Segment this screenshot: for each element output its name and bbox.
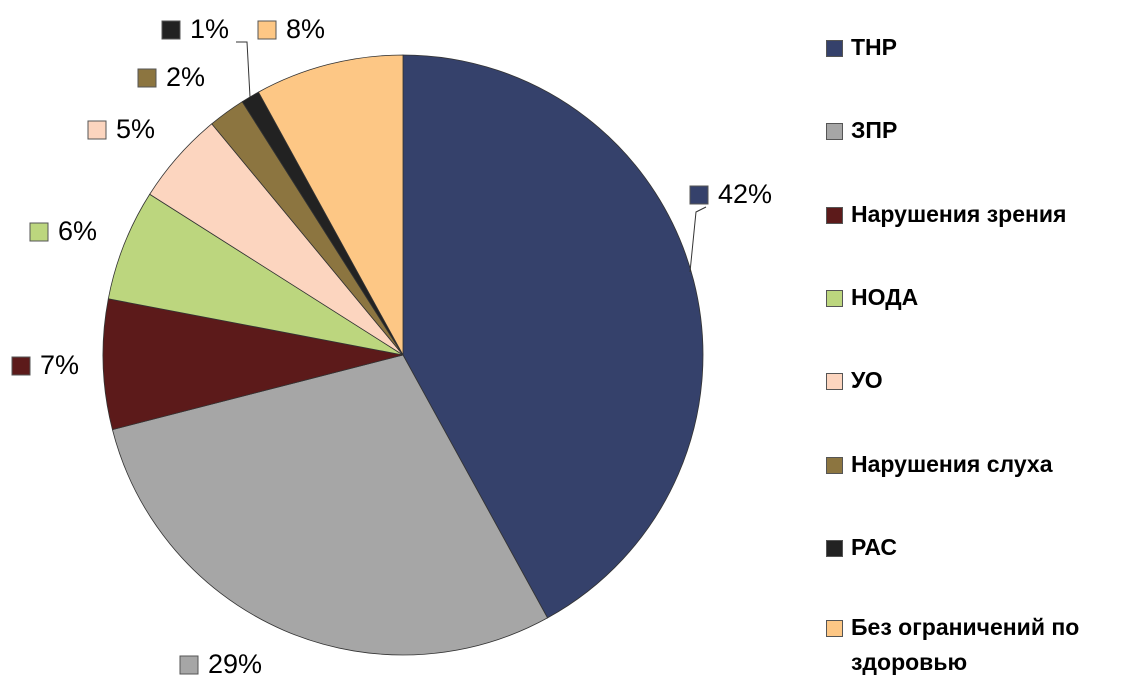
label-swatch (29, 222, 49, 242)
value-label: 2% (166, 62, 205, 92)
legend-label: Нарушения зрения (851, 201, 1067, 227)
legend-label: Без ограничений по здоровью (851, 614, 1080, 675)
value-label: 6% (58, 216, 97, 246)
value-label: 29% (208, 649, 262, 679)
value-label: 8% (286, 14, 325, 44)
legend-item: ЗПР (820, 113, 897, 148)
legend-label: НОДА (851, 284, 919, 310)
legend-label: РАС (851, 534, 897, 560)
label-swatch (161, 20, 181, 40)
label-swatch (11, 356, 31, 376)
legend-swatch (826, 373, 843, 390)
legend-label: Нарушения слуха (851, 451, 1053, 477)
legend-label: ЗПР (851, 117, 898, 143)
leader-line (689, 206, 707, 273)
pie-slice (402, 54, 704, 619)
leader-line (236, 41, 251, 98)
legend-item: Без ограничений по здоровью (820, 610, 1125, 680)
pie-slice (102, 298, 404, 431)
value-label: 42% (718, 179, 772, 209)
pie-slice (257, 54, 404, 356)
label-swatch (179, 655, 199, 675)
legend-swatch (826, 620, 843, 637)
legend-item: Нарушения зрения (820, 197, 1066, 232)
legend-item: Нарушения слуха (820, 447, 1053, 482)
legend-label: ТНР (851, 34, 897, 60)
pie-slice (111, 354, 549, 656)
legend-item: ТНР (820, 30, 897, 65)
legend-swatch (826, 457, 843, 474)
legend-item: НОДА (820, 280, 918, 315)
legend-swatch (826, 290, 843, 307)
label-swatch (137, 68, 157, 88)
value-label: 1% (190, 14, 229, 44)
legend-swatch (826, 540, 843, 557)
label-swatch (689, 185, 709, 205)
value-label: 5% (116, 114, 155, 144)
legend-swatch (826, 123, 843, 140)
value-label: 7% (40, 350, 79, 380)
legend-swatch (826, 207, 843, 224)
legend-item: РАС (820, 530, 897, 565)
legend-swatch (826, 40, 843, 57)
label-swatch (87, 120, 107, 140)
label-swatch (257, 20, 277, 40)
legend-item: УО (820, 363, 883, 398)
legend-label: УО (851, 367, 883, 393)
